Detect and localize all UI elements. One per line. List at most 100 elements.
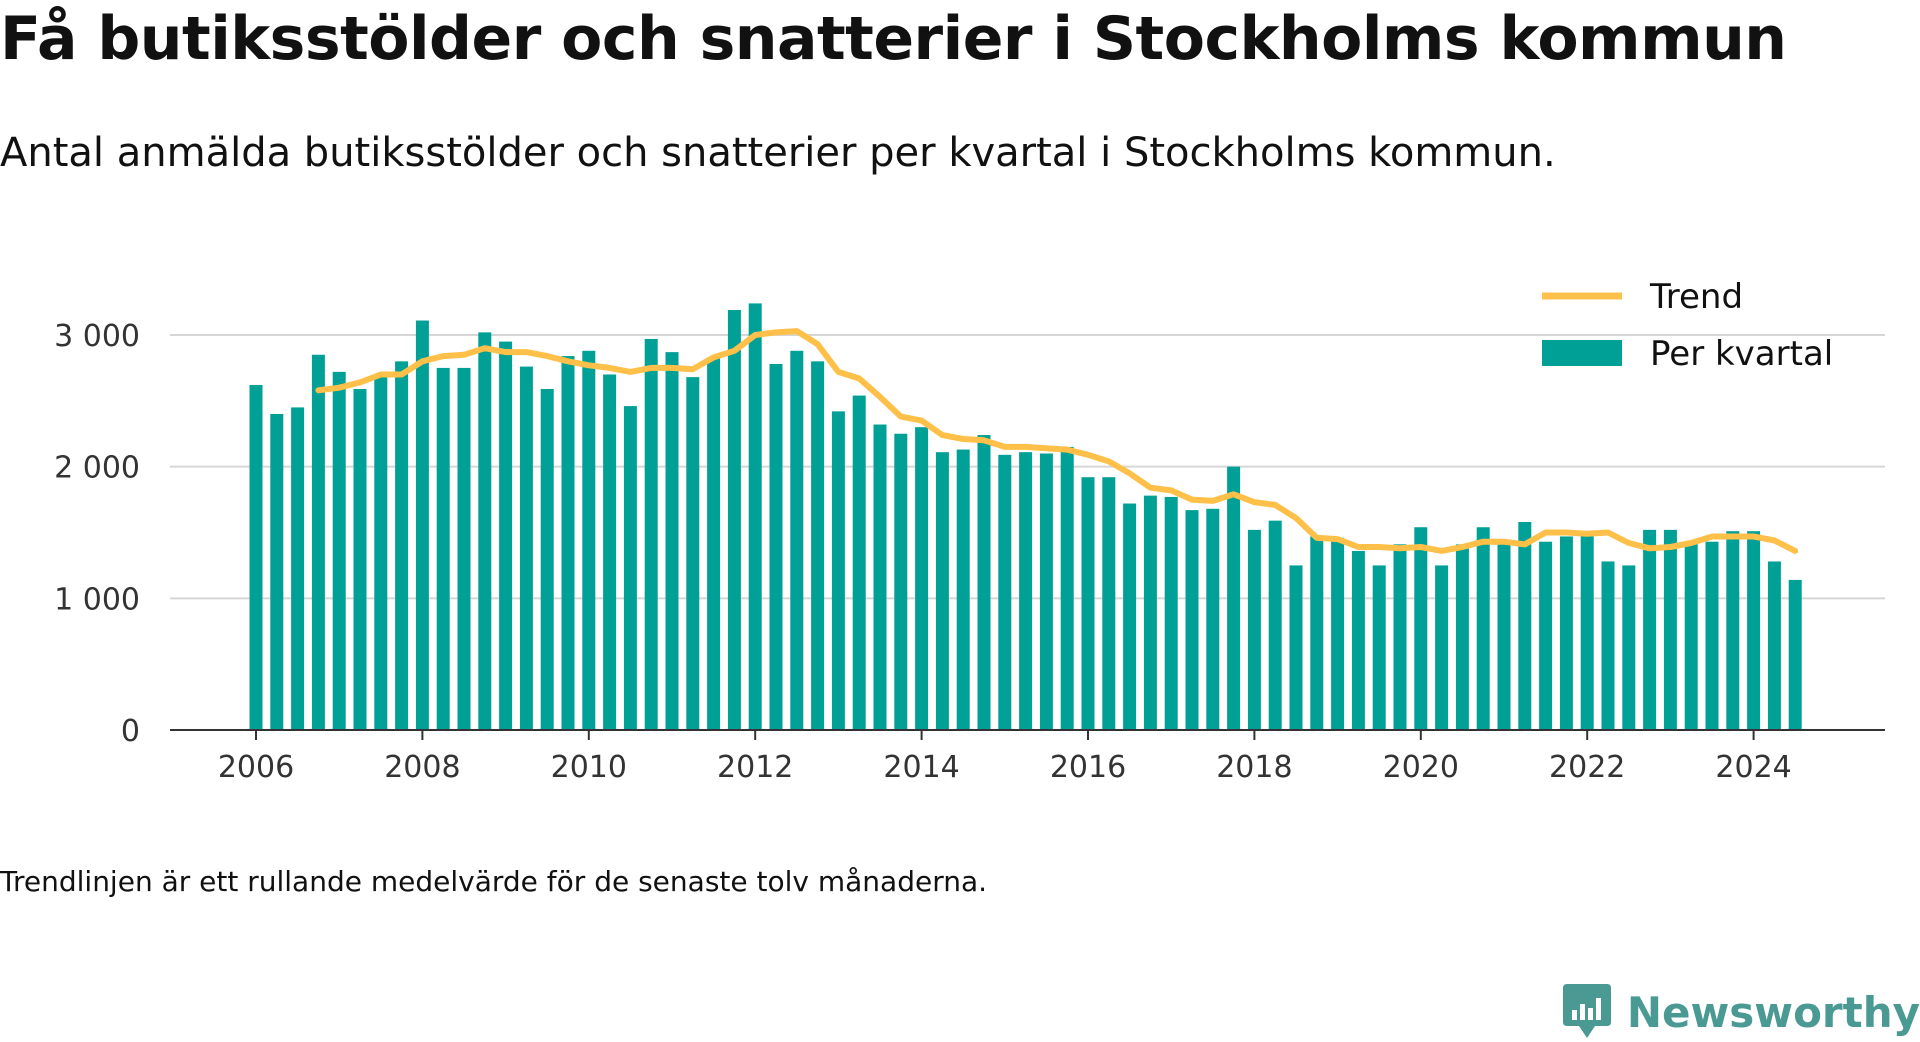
bar [977,435,991,730]
bar [353,388,367,730]
bar [935,452,949,730]
bar [249,385,263,730]
bar [1143,495,1157,730]
x-tick-label: 2020 [1383,750,1459,785]
bar [1247,529,1261,730]
bar [707,357,721,730]
bar-series [249,303,1802,730]
bar [623,406,637,730]
bar [1580,532,1594,730]
y-tick-label: 0 [121,714,140,749]
bar [956,449,970,730]
bar [1081,477,1095,730]
bar [270,414,284,730]
bar [644,338,658,730]
x-tick-label: 2006 [218,750,294,785]
bar [811,361,825,730]
bar [415,320,429,730]
legend-bars-label: Per kvartal [1650,334,1833,374]
bar [1351,550,1365,730]
bar [582,350,596,730]
bar [727,309,741,730]
chart-subtitle: Antal anmälda butiksstölder och snatteri… [0,130,1556,176]
bar [1663,529,1677,730]
bar [1372,565,1386,730]
bar [1726,531,1740,730]
x-tick-label: 2008 [384,750,460,785]
x-tick-label: 2016 [1050,750,1126,785]
y-tick-label: 3 000 [54,319,140,354]
bar [873,424,887,730]
x-tick-label: 2010 [551,750,627,785]
bar [519,366,533,730]
bar [1601,561,1615,730]
x-tick-label: 2012 [717,750,793,785]
bar [686,377,700,730]
y-tick-label: 1 000 [54,582,140,617]
x-tick-label: 2024 [1715,750,1791,785]
bar [1705,541,1719,730]
bar [1747,531,1761,730]
bar [1310,536,1324,730]
bar [1455,544,1469,730]
bar [457,367,471,730]
bar [1019,452,1033,730]
x-tick-label: 2014 [883,750,959,785]
bar [1539,541,1553,730]
bar [436,367,450,730]
bar [831,411,845,730]
bar [748,303,762,730]
bar [1414,527,1428,730]
bar [1268,520,1282,730]
bar [852,395,866,730]
brand-name: Newsworthy [1626,987,1920,1037]
bar [1518,521,1532,730]
bar [1039,453,1053,730]
bar [1559,536,1573,730]
bar [478,332,492,730]
bar [769,363,783,730]
bar [540,388,554,730]
bar [1788,579,1802,730]
bar [1227,466,1241,730]
y-tick-label: 2 000 [54,451,140,486]
bar [1123,503,1137,730]
legend: Trend Per kvartal [1542,277,1833,374]
bar [1289,565,1303,730]
trend-series [315,328,1799,554]
bar [499,341,513,730]
bar [1331,537,1345,730]
bar [1767,561,1781,730]
bar [894,433,908,730]
bar [1435,565,1449,730]
bar [332,371,346,730]
newsworthy-logo-icon [1562,984,1611,1038]
bar [1684,543,1698,730]
bar [998,454,1012,730]
bar [374,374,388,730]
legend-trend-label: Trend [1649,277,1743,317]
brand: Newsworthy [1561,982,1920,1042]
bar [665,352,679,730]
chart-title: Få butiksstölder och snatterier i Stockh… [0,4,1787,74]
x-tick-label: 2022 [1549,750,1625,785]
trend-line [315,328,1799,554]
y-axis-ticks: 0 1 000 2 000 3 000 [54,319,140,749]
bar [1185,510,1199,730]
bar [1060,446,1074,730]
legend-bars-swatch [1542,340,1622,366]
bar [311,354,325,730]
bar [1622,565,1636,730]
chart: 0 1 000 2 000 3 000 2006 2008 2010 2012 2014 201… [54,277,1885,785]
bar [790,350,804,730]
bar [1393,544,1407,730]
bar [561,356,575,730]
footnote: Trendlinjen är ett rullande medelvärde f… [0,865,988,898]
x-tick-label: 2018 [1216,750,1292,785]
bar [1102,477,1116,730]
bar [603,374,617,730]
bar [1164,496,1178,730]
bar [915,427,929,730]
bar [395,361,409,730]
bar [1476,527,1490,730]
